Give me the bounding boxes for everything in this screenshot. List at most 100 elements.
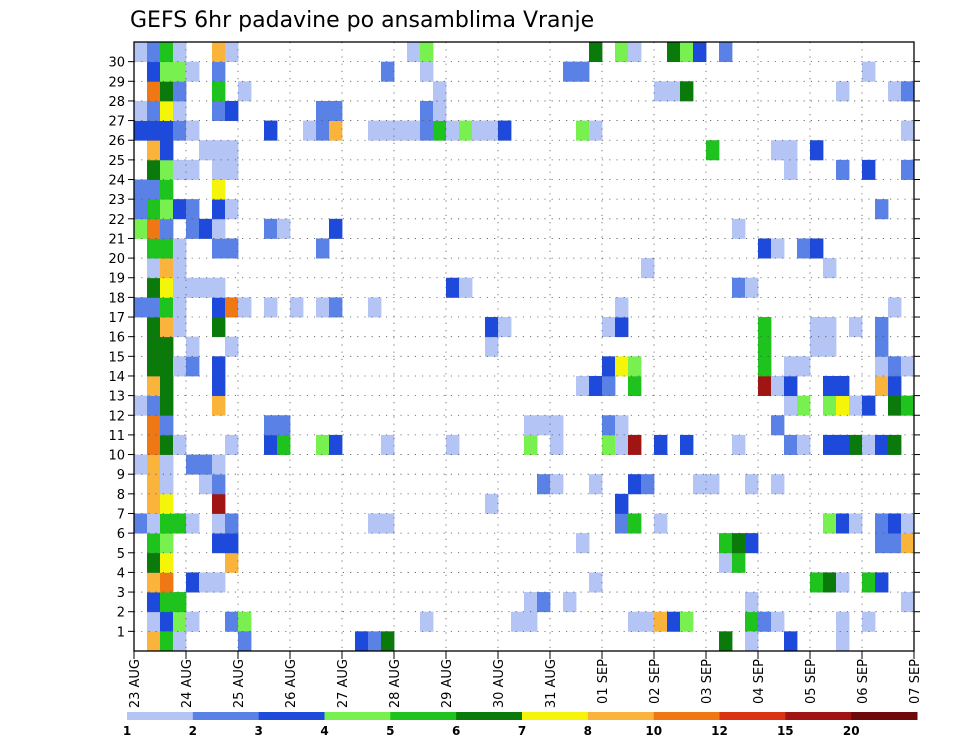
colorbar-swatch <box>587 712 655 720</box>
heatmap-cell <box>446 434 460 455</box>
heatmap-cell <box>576 61 590 82</box>
heatmap-cell <box>199 454 213 475</box>
heatmap-cell <box>420 61 434 82</box>
heatmap-cell <box>732 218 746 239</box>
heatmap-cell <box>758 611 772 632</box>
heatmap-cell <box>667 611 681 632</box>
heatmap-cell <box>901 356 915 377</box>
heatmap-cell <box>147 179 161 200</box>
heatmap-cell <box>160 42 174 63</box>
x-tick-label: 28 AUG <box>388 659 403 708</box>
heatmap-cell <box>147 42 161 63</box>
heatmap-cell <box>134 454 148 475</box>
x-tick-label: 25 AUG <box>232 659 247 708</box>
heatmap-cell <box>446 277 460 298</box>
heatmap-cell <box>628 434 642 455</box>
colorbar-swatch <box>127 712 194 720</box>
heatmap-cell <box>147 513 161 534</box>
heatmap-cell <box>602 356 616 377</box>
heatmap-cell <box>420 611 434 632</box>
heatmap-cell <box>862 611 876 632</box>
heatmap-cell <box>498 317 512 338</box>
heatmap-cell <box>316 434 330 455</box>
heatmap-cell <box>875 199 889 220</box>
heatmap-cell <box>485 120 499 141</box>
heatmap-cell <box>849 395 863 416</box>
heatmap-cell <box>784 631 798 652</box>
heatmap-cell <box>836 631 850 652</box>
heatmap-cell <box>849 317 863 338</box>
heatmap-cell <box>212 159 226 180</box>
heatmap-cell <box>160 533 174 554</box>
y-tick-label: 15 <box>108 350 125 365</box>
plot-frame <box>133 41 915 652</box>
heatmap-cell <box>238 611 252 632</box>
y-tick-label: 29 <box>108 75 125 90</box>
heatmap-cell <box>524 611 538 632</box>
heatmap-cell <box>563 592 577 613</box>
heatmap-cell <box>147 258 161 279</box>
heatmap-cell <box>355 631 369 652</box>
heatmap-cell <box>641 258 655 279</box>
y-tick-label: 23 <box>108 193 125 208</box>
colorbar-label: 6 <box>452 724 460 738</box>
y-tick-label: 2 <box>117 606 125 621</box>
heatmap-cell <box>901 395 915 416</box>
heatmap-cell <box>602 375 616 397</box>
heatmap-cell <box>485 493 499 514</box>
heatmap-cell <box>147 552 161 573</box>
colorbar-swatch <box>522 712 589 720</box>
heatmap-cell <box>706 474 720 495</box>
y-tick-label: 22 <box>108 213 125 228</box>
colorbar-label: 15 <box>777 724 794 738</box>
heatmap-cell <box>745 592 759 613</box>
heatmap-cell <box>225 611 239 632</box>
heatmap-cell <box>147 317 161 338</box>
heatmap-cell <box>654 611 668 632</box>
heatmap-cell <box>264 434 278 455</box>
heatmap-cell <box>849 513 863 534</box>
heatmap-cell <box>134 42 148 63</box>
heatmap-cell <box>784 395 798 416</box>
heatmap-cell <box>225 552 239 573</box>
heatmap-cell <box>173 434 187 455</box>
heatmap-cell <box>745 611 759 632</box>
heatmap-cell <box>758 238 772 259</box>
heatmap-cell <box>667 42 681 63</box>
heatmap-cell <box>212 100 226 121</box>
heatmap-cell <box>862 572 876 593</box>
colorbar-swatch <box>456 712 523 720</box>
heatmap-cell <box>160 238 174 259</box>
x-tick-label: 30 AUG <box>492 659 507 708</box>
heatmap-cell <box>225 336 239 357</box>
heatmap-cell <box>888 533 902 554</box>
heatmap-cell <box>472 120 486 141</box>
heatmap-cell <box>888 395 902 416</box>
heatmap-cell <box>433 81 447 102</box>
heatmap-cell <box>537 415 551 436</box>
heatmap-cell <box>615 513 629 534</box>
heatmap-cell <box>511 611 525 632</box>
heatmap-cell <box>901 120 915 141</box>
heatmap-cell <box>368 120 382 141</box>
heatmap-cell <box>485 317 499 338</box>
y-tick-label: 1 <box>117 625 125 640</box>
heatmap-cell <box>160 513 174 534</box>
heatmap-cell <box>381 120 395 141</box>
heatmap-cell <box>368 513 382 534</box>
heatmap-cell <box>316 100 330 121</box>
heatmap-cell <box>147 159 161 180</box>
heatmap-cell <box>147 238 161 259</box>
heatmap-cell <box>381 434 395 455</box>
heatmap-cell <box>498 120 512 141</box>
heatmap-cell <box>212 395 226 416</box>
heatmap-cell <box>134 100 148 121</box>
heatmap-cell <box>771 415 785 436</box>
heatmap-cell <box>433 100 447 121</box>
heatmap-cell <box>693 474 707 495</box>
heatmap-cell <box>225 42 239 63</box>
heatmap-cell <box>901 533 915 554</box>
heatmap-cell <box>888 513 902 534</box>
heatmap-cell <box>277 415 291 436</box>
heatmap-cell <box>160 81 174 102</box>
